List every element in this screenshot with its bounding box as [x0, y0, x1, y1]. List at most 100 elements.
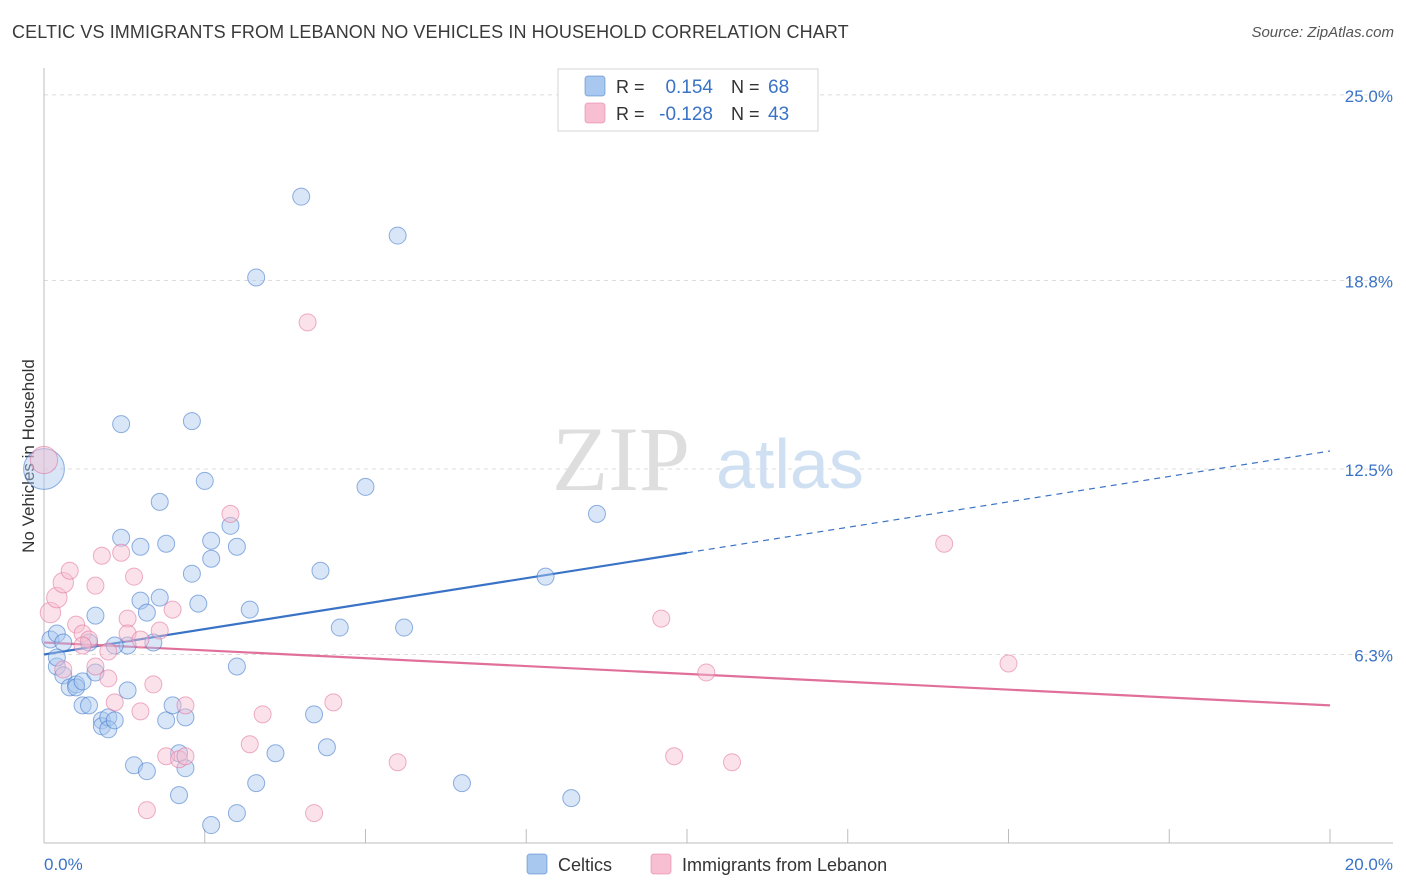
legend-bottom: Celtics Immigrants from Lebanon [526, 853, 887, 875]
celtics-point [247, 268, 266, 287]
celtics-point [157, 534, 176, 553]
legend-bottom-swatch-lebanon [650, 853, 672, 875]
celtics-trend-extension [686, 450, 1331, 554]
legend-n-value-1: 68 [768, 77, 789, 98]
lebanon-point [60, 561, 79, 580]
lebanon-point [176, 696, 195, 715]
celtics-point [54, 633, 73, 652]
celtics-point [170, 786, 189, 805]
celtics-point [23, 448, 65, 490]
lebanon-point [305, 804, 324, 823]
lebanon-point [652, 609, 671, 628]
legend-bottom-label-lebanon: Immigrants from Lebanon [682, 855, 887, 875]
legend-swatch-lebanon [584, 102, 606, 124]
lebanon-point [131, 702, 150, 721]
y-tick-labels: 6.3% 12.5% 18.8% 25.0% [1345, 87, 1393, 666]
legend-bottom-swatch-celtics [526, 853, 548, 875]
lebanon-point [324, 693, 343, 712]
celtics-point [118, 681, 137, 700]
celtics-point [536, 567, 555, 586]
celtics-point [163, 696, 182, 715]
lebanon-point [73, 636, 92, 655]
lebanon-point [112, 543, 131, 562]
celtics-point [73, 696, 92, 715]
lebanon-point [86, 576, 105, 595]
axes [43, 68, 1393, 844]
lebanon-point [221, 504, 240, 523]
lebanon-point [176, 747, 195, 766]
celtics-point [47, 624, 66, 643]
lebanon-point [86, 657, 105, 676]
lebanon-point [105, 693, 124, 712]
celtics-point [86, 606, 105, 625]
legend-n-value-2: 43 [768, 104, 789, 125]
lebanon-point [29, 445, 59, 475]
celtics-point [112, 415, 131, 434]
legend-n-label-1: N = [731, 77, 760, 97]
lebanon-point [935, 534, 954, 553]
lebanon-point [240, 735, 259, 754]
lebanon-point [54, 660, 73, 679]
celtics-point [247, 774, 266, 793]
celtics-trend-line [43, 551, 688, 656]
celtics-point [112, 528, 131, 547]
lebanon-point [99, 642, 118, 661]
legend-n-label-2: N = [731, 104, 760, 124]
lebanon-point [92, 546, 111, 565]
celtics-point [292, 187, 311, 206]
legend-r-value-2: -0.128 [659, 104, 713, 125]
lebanon-trend-line [43, 641, 1331, 707]
celtics-point [227, 657, 246, 676]
celtics-point [266, 744, 285, 763]
celtics-point [137, 762, 156, 781]
y-tick-label: 18.8% [1345, 272, 1393, 291]
lebanon-point [150, 621, 169, 640]
lebanon-point [67, 615, 86, 634]
legend-r-label-1: R = [616, 77, 645, 97]
x-tick-label-max: 20.0% [1345, 855, 1393, 874]
lebanon-point [388, 753, 407, 772]
y-tick-label: 6.3% [1354, 646, 1393, 665]
celtics-point [80, 696, 99, 715]
watermark-atlas: atlas [716, 425, 864, 503]
chart-title: CELTIC VS IMMIGRANTS FROM LEBANON NO VEH… [12, 22, 849, 42]
lebanon-point [665, 747, 684, 766]
lebanon-point [999, 654, 1018, 673]
watermark: ZIP atlas [552, 408, 864, 510]
lebanon-point [125, 567, 144, 586]
lebanon-point [99, 669, 118, 688]
grid-lines [44, 94, 1393, 655]
celtics-point [137, 603, 156, 622]
watermark-zip: ZIP [552, 408, 690, 510]
celtics-point [99, 720, 118, 739]
source-label: Source: ZipAtlas.com [1251, 24, 1394, 41]
celtics-point [305, 705, 324, 724]
celtics-point [395, 618, 414, 637]
y-tick-label: 25.0% [1345, 87, 1393, 106]
legend-bottom-label-celtics: Celtics [558, 855, 612, 875]
celtics-point [562, 789, 581, 808]
celtics-point [150, 588, 169, 607]
celtics-point [452, 774, 471, 793]
celtics-point [131, 537, 150, 556]
celtics-point [202, 549, 221, 568]
lebanon-point [131, 630, 150, 649]
celtics-point [227, 537, 246, 556]
lebanon-point [144, 675, 163, 694]
legend-top: R = 0.154 N = 68 R = -0.128 N = 43 [557, 68, 819, 132]
lebanon-point [253, 705, 272, 724]
celtics-point [105, 711, 124, 730]
x-tick-labels: 0.0% 20.0% [44, 855, 1393, 874]
celtics-point [150, 492, 169, 511]
celtics-point [202, 816, 221, 835]
celtics-point [182, 564, 201, 583]
celtics-point [317, 738, 336, 757]
legend-r-label-2: R = [616, 104, 645, 124]
celtics-point [240, 600, 259, 619]
lebanon-point [163, 600, 182, 619]
celtics-point [157, 711, 176, 730]
celtics-point [195, 471, 214, 490]
celtics-point [356, 477, 375, 496]
lebanon-point [298, 313, 317, 332]
